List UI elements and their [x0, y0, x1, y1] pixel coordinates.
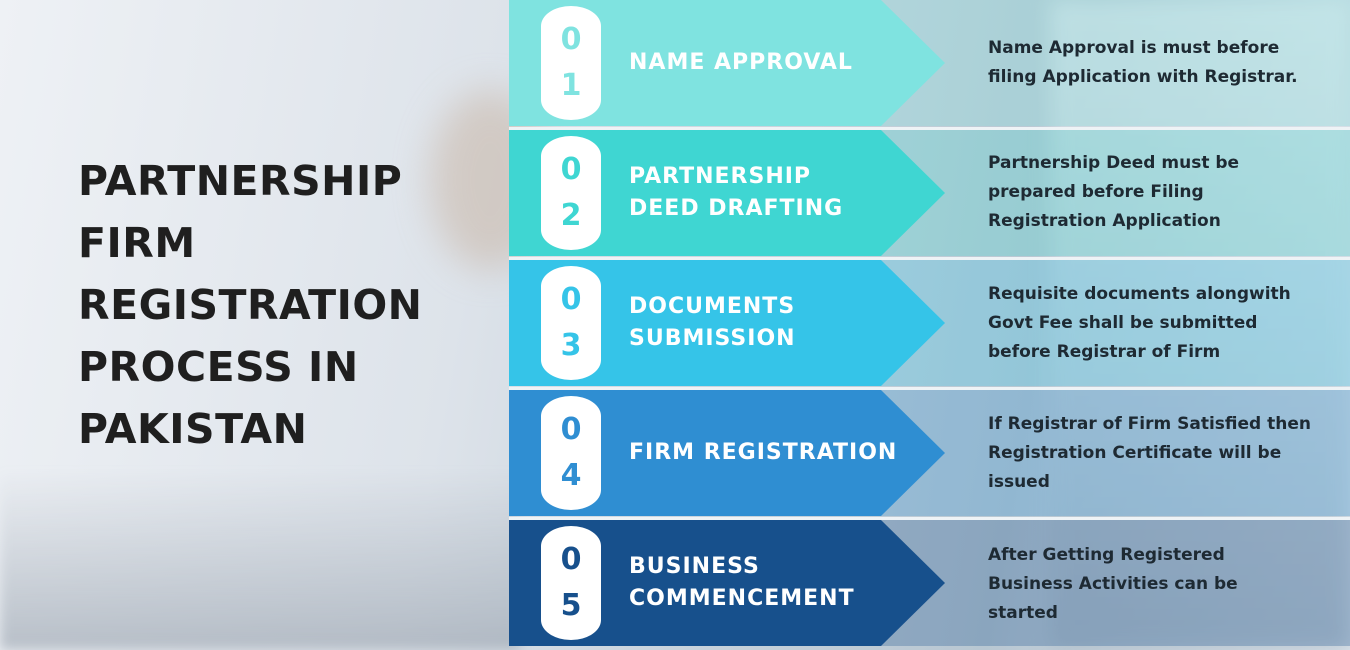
step-description-line: filing Application with Registrar.: [988, 67, 1298, 87]
step-description: Requisite documents alongwith Govt Fee s…: [988, 280, 1338, 367]
step-number-digit: 3: [560, 328, 582, 363]
title-line: PARTNERSHIP: [78, 157, 403, 205]
step-description-line: Name Approval is must before: [988, 38, 1280, 58]
step-description-line: started: [988, 603, 1058, 623]
step-label: BUSINESS COMMENCEMENT: [629, 520, 929, 646]
step-2: 0 2 PARTNERSHIP DEED DRAFTING Partnershi…: [509, 130, 1350, 256]
step-label-line: BUSINESS: [629, 554, 760, 579]
process-steps: 0 1 NAME APPROVAL Name Approval is must …: [509, 0, 1350, 650]
step-desc-background: [881, 0, 1350, 126]
title-line: PROCESS IN: [78, 343, 359, 391]
step-number-badge: 0 4: [541, 396, 601, 510]
step-number-badge: 0 2: [541, 136, 601, 250]
step-label: NAME APPROVAL: [629, 0, 929, 126]
title-line: PAKISTAN: [78, 405, 308, 453]
step-number-digit: 4: [560, 458, 582, 493]
background-right-photo: [1050, 0, 1350, 650]
step-description-line: Requisite documents alongwith: [988, 284, 1291, 304]
step-desc-background: [881, 260, 1350, 386]
step-label-line: FIRM REGISTRATION: [629, 440, 898, 465]
step-number-badge: 0 5: [541, 526, 601, 640]
step-description-line: Registration Certificate will be: [988, 443, 1282, 463]
step-number-digit: 0: [560, 152, 582, 187]
background-clipboard: [0, 470, 520, 650]
step-number-digit: 0: [560, 542, 582, 577]
step-description-line: before Registrar of Firm: [988, 342, 1221, 362]
step-4: 0 4 FIRM REGISTRATION If Registrar of Fi…: [509, 390, 1350, 516]
step-description-line: Govt Fee shall be submitted: [988, 313, 1258, 333]
step-label: DOCUMENTS SUBMISSION: [629, 260, 929, 386]
step-number-badge: 0 3: [541, 266, 601, 380]
step-label-line: DEED DRAFTING: [629, 196, 844, 221]
step-5: 0 5 BUSINESS COMMENCEMENT After Getting …: [509, 520, 1350, 646]
step-description: If Registrar of Firm Satisfied then Regi…: [988, 410, 1338, 497]
step-label-line: PARTNERSHIP: [629, 164, 812, 189]
step-number-digit: 1: [560, 68, 582, 103]
step-desc-background: [881, 130, 1350, 256]
step-number-digit: 0: [560, 22, 582, 57]
step-1: 0 1 NAME APPROVAL Name Approval is must …: [509, 0, 1350, 126]
step-number-digit: 0: [560, 412, 582, 447]
step-description: Name Approval is must before filing Appl…: [988, 34, 1338, 92]
step-desc-background: [881, 520, 1350, 646]
step-divider: [509, 127, 1350, 130]
step-description: Partnership Deed must be prepared before…: [988, 149, 1338, 236]
step-label: FIRM REGISTRATION: [629, 390, 929, 516]
step-label-line: NAME APPROVAL: [629, 50, 853, 75]
step-desc-background: [881, 390, 1350, 516]
step-description-line: prepared before Filing: [988, 182, 1204, 202]
step-number-digit: 0: [560, 282, 582, 317]
step-number-badge: 0 1: [541, 6, 601, 120]
step-number-digit: 2: [560, 198, 582, 233]
step-description-line: Business Activities can be: [988, 574, 1238, 594]
step-divider: [509, 257, 1350, 260]
step-description-line: Partnership Deed must be: [988, 153, 1240, 173]
step-divider: [509, 517, 1350, 520]
step-label-line: DOCUMENTS: [629, 294, 796, 319]
step-label-line: COMMENCEMENT: [629, 586, 855, 611]
step-description: After Getting Registered Business Activi…: [988, 541, 1338, 628]
step-label: PARTNERSHIP DEED DRAFTING: [629, 130, 929, 256]
step-description-line: issued: [988, 472, 1050, 492]
step-description-line: Registration Application: [988, 211, 1221, 231]
step-description-line: After Getting Registered: [988, 545, 1225, 565]
page-title: PARTNERSHIP FIRM REGISTRATION PROCESS IN…: [78, 150, 478, 460]
step-number-digit: 5: [560, 588, 582, 623]
step-description-line: If Registrar of Firm Satisfied then: [988, 414, 1311, 434]
step-divider: [509, 387, 1350, 390]
step-3: 0 3 DOCUMENTS SUBMISSION Requisite docum…: [509, 260, 1350, 386]
step-label-line: SUBMISSION: [629, 326, 796, 351]
title-line: REGISTRATION: [78, 281, 423, 329]
title-line: FIRM: [78, 219, 196, 267]
